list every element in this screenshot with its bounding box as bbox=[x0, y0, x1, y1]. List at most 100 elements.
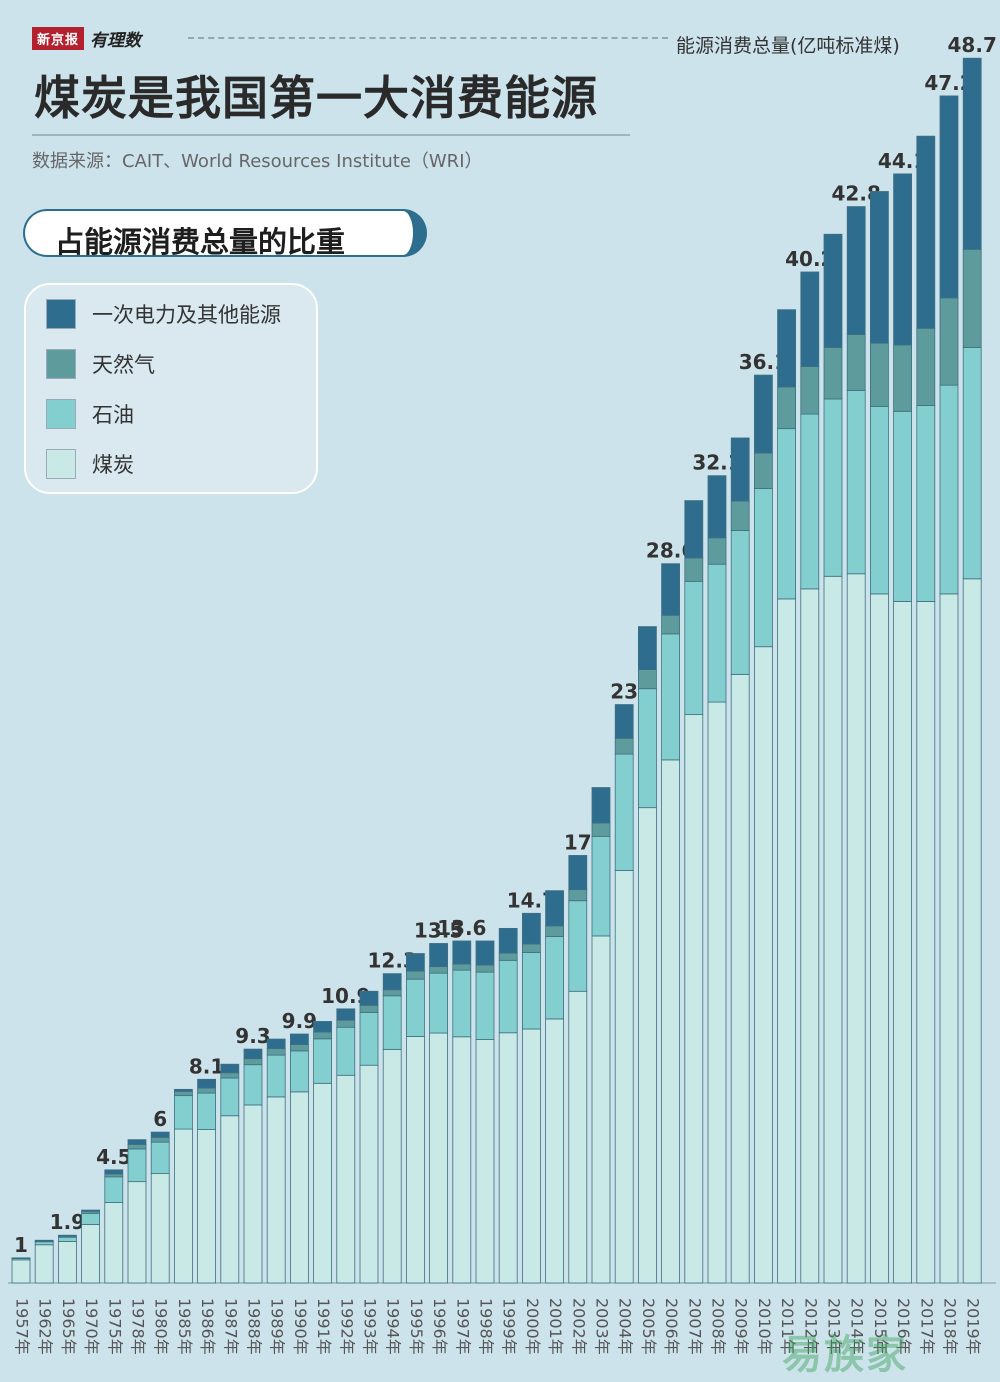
legend-item-primary-power: 一次电力及其他能源 bbox=[46, 299, 281, 329]
x-tick-label: 1970年 bbox=[82, 1298, 101, 1355]
bar-segment bbox=[475, 964, 495, 973]
page-title: 煤炭是我国第一大消费能源 bbox=[34, 71, 598, 125]
bar-segment bbox=[545, 936, 564, 1020]
legend-swatch bbox=[46, 299, 76, 329]
bar-segment bbox=[893, 173, 912, 346]
x-tick-label: 1989年 bbox=[268, 1298, 287, 1355]
bar-segment bbox=[498, 1032, 518, 1284]
bar-segment bbox=[220, 1077, 240, 1117]
bar-segment bbox=[638, 807, 657, 1284]
bar-segment bbox=[638, 688, 657, 809]
bar-segment bbox=[405, 953, 425, 972]
watermark: 易族家 bbox=[782, 1332, 908, 1378]
bar-segment bbox=[754, 646, 773, 1284]
bar-segment bbox=[220, 1072, 240, 1079]
bar-segment bbox=[962, 347, 982, 580]
bar-segment bbox=[382, 995, 402, 1050]
bar-segment bbox=[939, 593, 959, 1284]
legend-label: 煤炭 bbox=[92, 453, 134, 477]
bar-segment bbox=[104, 1169, 124, 1175]
bar-segment bbox=[730, 530, 750, 675]
x-tick-label: 2004年 bbox=[616, 1298, 635, 1355]
bar-segment bbox=[104, 1173, 124, 1178]
bar-total-label: 1 bbox=[14, 1233, 28, 1257]
bar-segment bbox=[359, 1011, 379, 1066]
bar-segment bbox=[150, 1173, 170, 1284]
data-source: 数据来源：CAIT、World Resources Institute（WRI） bbox=[32, 151, 483, 172]
bar-segment bbox=[266, 1048, 286, 1056]
brand-column-name: 有理数 bbox=[90, 31, 142, 51]
bar-total-label: 6 bbox=[153, 1107, 167, 1131]
bar-segment bbox=[150, 1136, 170, 1143]
bar-segment bbox=[870, 593, 889, 1284]
bar-segment bbox=[150, 1141, 170, 1174]
bar-segment bbox=[846, 206, 866, 335]
bar-segment bbox=[962, 578, 982, 1284]
bar-segment bbox=[893, 410, 912, 602]
bar-segment bbox=[452, 963, 472, 971]
bar-segment bbox=[266, 1038, 286, 1050]
bar-segment bbox=[823, 575, 843, 1284]
bar-segment bbox=[58, 1234, 77, 1237]
x-tick-label: 1978年 bbox=[129, 1298, 148, 1355]
bar-segment bbox=[916, 327, 936, 406]
x-tick-label: 2012年 bbox=[801, 1298, 820, 1355]
bar-segment bbox=[127, 1144, 147, 1150]
bar-segment bbox=[823, 347, 843, 400]
bar-segment bbox=[405, 1036, 425, 1284]
bar-segment bbox=[846, 573, 866, 1284]
bar-segment bbox=[707, 475, 727, 539]
bar-segment bbox=[568, 900, 588, 992]
bar-segment bbox=[614, 753, 634, 871]
chart-subtitle-pill: 占能源消费总量的比重 bbox=[23, 209, 427, 259]
bar-segment bbox=[127, 1181, 147, 1284]
x-tick-label: 1957年 bbox=[13, 1298, 32, 1355]
bar-total-label: 13.5 bbox=[414, 918, 463, 942]
x-tick-label: 1995年 bbox=[407, 1298, 426, 1355]
bar-segment bbox=[498, 959, 518, 1034]
x-tick-label: 2007年 bbox=[685, 1298, 704, 1355]
x-tick-label: 2015年 bbox=[871, 1298, 890, 1355]
bar-segment bbox=[939, 95, 959, 299]
bar-segment bbox=[777, 428, 796, 600]
bar-segment bbox=[707, 537, 727, 565]
bar-segment bbox=[336, 1019, 356, 1028]
bar-segment bbox=[266, 1096, 286, 1284]
x-tick-label: 1992年 bbox=[337, 1298, 356, 1355]
legend-item-coal: 煤炭 bbox=[46, 449, 134, 479]
bar-segment bbox=[846, 390, 866, 575]
bar-segment bbox=[522, 943, 541, 953]
bar-segment bbox=[58, 1241, 77, 1284]
bar-segment bbox=[545, 890, 564, 927]
bar-segment bbox=[127, 1139, 147, 1145]
bar-segment bbox=[382, 989, 402, 997]
bar-segment bbox=[452, 940, 472, 965]
bar-segment bbox=[870, 191, 889, 344]
bar-segment bbox=[916, 601, 936, 1284]
x-tick-label: 2001年 bbox=[546, 1298, 565, 1355]
bar-segment bbox=[754, 488, 773, 648]
bar-segment bbox=[777, 309, 796, 388]
bar-segment bbox=[568, 889, 588, 902]
x-tick-label: 1996年 bbox=[430, 1298, 449, 1355]
bar-segment bbox=[707, 701, 727, 1284]
bar-segment bbox=[823, 233, 843, 348]
legend-swatch bbox=[46, 399, 76, 429]
legend-label: 天然气 bbox=[92, 353, 155, 377]
bar-segment bbox=[34, 1239, 54, 1242]
bar-segment bbox=[614, 870, 634, 1284]
bar-segment bbox=[289, 1091, 309, 1284]
bar-segment bbox=[730, 437, 750, 502]
bar-segment bbox=[684, 714, 704, 1284]
bar-segment bbox=[11, 1257, 31, 1259]
bar-segment bbox=[638, 669, 657, 690]
bar-segment bbox=[382, 973, 402, 991]
bar-segment bbox=[429, 972, 449, 1034]
legend-label: 一次电力及其他能源 bbox=[92, 303, 281, 327]
bar-segment bbox=[359, 1004, 379, 1013]
bar-segment bbox=[498, 927, 518, 954]
bar-segment bbox=[916, 405, 936, 602]
bar-segment bbox=[336, 1008, 356, 1021]
bar-segment bbox=[730, 500, 750, 531]
legend-swatch bbox=[46, 449, 76, 479]
